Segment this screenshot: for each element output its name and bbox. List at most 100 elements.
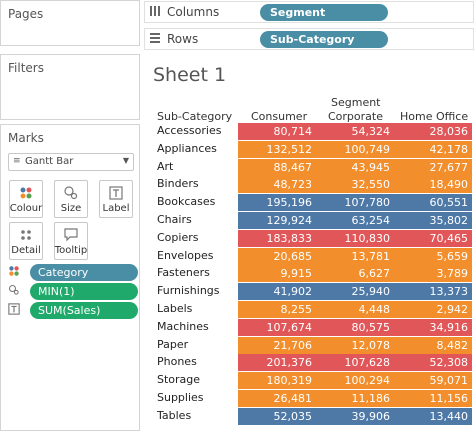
segment-pill[interactable]: Segment [260,4,388,21]
table-cell[interactable]: 26,481 [238,390,316,407]
row-label: Storage [157,373,201,386]
table-cell[interactable]: 27,677 [394,159,472,176]
table-cell[interactable]: 5,659 [394,248,472,265]
table-cell[interactable]: 54,324 [316,123,394,140]
table-cell[interactable]: 6,627 [316,265,394,282]
rows-label: Rows [167,32,199,46]
filters-title: Filters [8,61,44,75]
pages-card[interactable]: Pages [0,0,140,46]
table-cell[interactable]: 107,628 [316,354,394,371]
colour-button[interactable]: Colour [9,180,43,218]
colour-label: Colour [9,203,43,214]
table-cell[interactable]: 8,255 [238,301,316,318]
mark-pill-row: SUM(Sales) [8,302,138,319]
row-label: Binders [157,177,199,190]
segment-header: Segment [331,96,381,109]
table-cell[interactable]: 88,467 [238,159,316,176]
table-cell[interactable]: 21,706 [238,337,316,354]
columns-shelf[interactable]: Columns Segment [144,1,474,23]
table-cell[interactable]: 35,802 [394,212,472,229]
table-cell[interactable]: 4,448 [316,301,394,318]
table-cell[interactable]: 180,319 [238,372,316,389]
tooltip-icon [55,226,87,244]
table-cell[interactable]: 63,254 [316,212,394,229]
table-cell[interactable]: 32,550 [316,176,394,193]
table-cell[interactable]: 25,940 [316,283,394,300]
pages-title: Pages [8,7,44,21]
sum-sales-pill[interactable]: SUM(Sales) [30,302,138,319]
category-pill[interactable]: Category [30,264,138,281]
table-cell[interactable]: 195,196 [238,194,316,211]
table-cell[interactable]: 107,674 [238,319,316,336]
table-cell[interactable]: 59,071 [394,372,472,389]
mark-type-value: Gantt Bar [25,156,74,167]
row-label: Paper [157,338,189,351]
table-cell[interactable]: 43,945 [316,159,394,176]
rows-icon [149,32,161,47]
column-header-corporate: Corporate [328,110,383,123]
colour-icon [8,265,24,280]
table-cell[interactable]: 132,512 [238,141,316,158]
table-cell[interactable]: 28,036 [394,123,472,140]
table-cell[interactable]: 3,789 [394,265,472,282]
table-cell[interactable]: 100,749 [316,141,394,158]
table-cell[interactable]: 39,906 [316,408,394,425]
label-label: Label [102,203,130,214]
table-cell[interactable]: 183,833 [238,230,316,247]
mark-pill-row: MIN(1) [8,283,138,300]
row-label: Copiers [157,231,199,244]
table-cell[interactable]: 129,924 [238,212,316,229]
row-label: Fasteners [157,266,210,279]
table-cell[interactable]: 41,902 [238,283,316,300]
label-button[interactable]: Label [99,180,133,218]
table-cell[interactable]: 70,465 [394,230,472,247]
min-1-pill[interactable]: MIN(1) [30,283,138,300]
size-icon [8,284,24,299]
table-cell[interactable]: 52,035 [238,408,316,425]
sub-category-pill[interactable]: Sub-Category [260,31,388,48]
row-label: Envelopes [157,249,214,262]
mark-pill-row: Category [8,264,138,281]
table-cell[interactable]: 11,156 [394,390,472,407]
table-cell[interactable]: 34,916 [394,319,472,336]
table-cell[interactable]: 13,373 [394,283,472,300]
table-cell[interactable]: 20,685 [238,248,316,265]
detail-button[interactable]: Detail [9,222,43,260]
tooltip-button[interactable]: Tooltip [54,222,88,260]
size-button[interactable]: Size [54,180,88,218]
rows-shelf[interactable]: Rows Sub-Category [144,28,474,50]
table-cell[interactable]: 48,723 [238,176,316,193]
table-cell[interactable]: 201,376 [238,354,316,371]
table-cell[interactable]: 13,781 [316,248,394,265]
left-panel: Pages Filters Marks ≡ Gantt Bar ▼ Colour… [0,0,140,431]
table-cell[interactable]: 11,186 [316,390,394,407]
table-cell[interactable]: 60,551 [394,194,472,211]
column-header-home-office: Home Office [400,110,469,123]
row-label: Tables [157,409,192,422]
filters-card[interactable]: Filters [0,54,140,120]
table-cell[interactable]: 12,078 [316,337,394,354]
gantt-bar-icon: ≡ [13,156,21,166]
row-label: Supplies [157,391,204,404]
table-cell[interactable]: 42,178 [394,141,472,158]
table-cell[interactable]: 9,915 [238,265,316,282]
row-label: Labels [157,302,193,315]
table-cell[interactable]: 13,440 [394,408,472,425]
label-icon [100,184,132,202]
table-cell[interactable]: 100,294 [316,372,394,389]
table-cell[interactable]: 2,942 [394,301,472,318]
table-cell[interactable]: 18,490 [394,176,472,193]
table-cell[interactable]: 80,575 [316,319,394,336]
marks-title: Marks [8,131,44,145]
table-cell[interactable]: 107,780 [316,194,394,211]
row-label: Phones [157,355,197,368]
table-cell[interactable]: 110,830 [316,230,394,247]
table-cell[interactable]: 80,714 [238,123,316,140]
table-cell[interactable]: 52,308 [394,354,472,371]
table-cell[interactable]: 8,482 [394,337,472,354]
size-icon [55,184,87,202]
mark-type-dropdown[interactable]: ≡ Gantt Bar ▼ [8,153,134,171]
row-label: Bookcases [157,195,216,208]
detail-label: Detail [11,245,41,256]
tooltip-label: Tooltip [54,245,88,256]
